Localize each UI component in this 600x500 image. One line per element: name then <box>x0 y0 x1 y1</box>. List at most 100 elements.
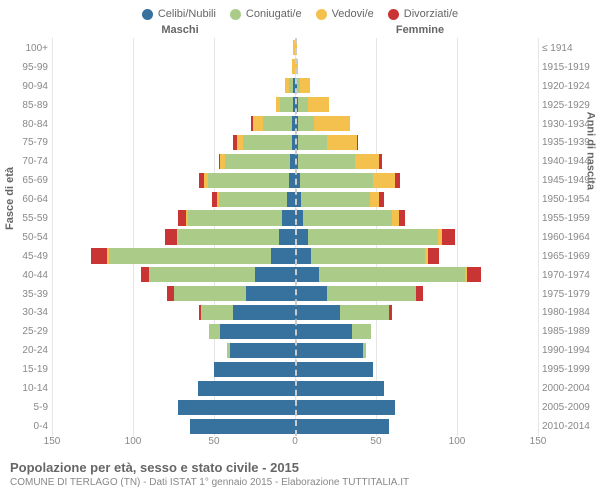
segment-c <box>298 116 314 131</box>
female-bar <box>295 97 538 112</box>
female-bar <box>295 419 538 434</box>
y-tick-age: 75-79 <box>6 134 52 153</box>
y-tick-birth: 1980-1984 <box>538 304 594 323</box>
legend-item: Vedovi/e <box>316 8 374 20</box>
male-bar <box>52 173 295 188</box>
segment-d <box>379 192 384 207</box>
y-tick-birth: ≤ 1914 <box>538 40 594 59</box>
y-tick-age: 40-44 <box>6 267 52 286</box>
male-bar <box>52 419 295 434</box>
segment-s <box>295 305 340 320</box>
grid-line <box>538 38 539 436</box>
segment-s <box>220 324 295 339</box>
segment-d <box>442 229 455 244</box>
segment-c <box>298 135 327 150</box>
y-tick-birth: 1945-1949 <box>538 172 594 191</box>
segment-c <box>188 210 282 225</box>
x-tick: 150 <box>530 436 547 447</box>
y-tick-age: 45-49 <box>6 248 52 267</box>
center-line <box>295 38 297 436</box>
female-bar <box>295 229 538 244</box>
male-bar <box>52 210 295 225</box>
y-tick-age: 20-24 <box>6 342 52 361</box>
female-bar <box>295 192 538 207</box>
segment-s <box>295 324 352 339</box>
legend-label: Vedovi/e <box>332 8 374 20</box>
legend-swatch <box>230 9 241 20</box>
male-bar <box>52 78 295 93</box>
segment-s <box>246 286 295 301</box>
y-tick-age: 100+ <box>6 40 52 59</box>
segment-d <box>467 267 482 282</box>
segment-c <box>352 324 371 339</box>
male-bar <box>52 40 295 55</box>
caption: Popolazione per età, sesso e stato civil… <box>0 454 600 488</box>
segment-c <box>298 154 355 169</box>
y-tick-age: 5-9 <box>6 399 52 418</box>
segment-c <box>311 248 424 263</box>
segment-s <box>255 267 295 282</box>
segment-c <box>340 305 389 320</box>
segment-c <box>225 154 290 169</box>
segment-w <box>253 116 263 131</box>
y-tick-birth: 1935-1939 <box>538 134 594 153</box>
male-bar <box>52 229 295 244</box>
segment-s <box>295 286 327 301</box>
male-bar <box>52 286 295 301</box>
segment-c <box>243 135 292 150</box>
chart-title: Popolazione per età, sesso e stato civil… <box>10 460 590 475</box>
segment-s <box>271 248 295 263</box>
female-bar <box>295 116 538 131</box>
segment-c <box>208 173 289 188</box>
female-bar <box>295 267 538 282</box>
female-bar <box>295 381 538 396</box>
segment-w <box>314 116 350 131</box>
male-bar <box>52 343 295 358</box>
y-tick-birth: 1990-1994 <box>538 342 594 361</box>
x-tick: 50 <box>370 436 381 447</box>
segment-s <box>233 305 295 320</box>
y-tick-age: 85-89 <box>6 97 52 116</box>
segment-c <box>209 324 220 339</box>
y-tick-birth: 1950-1954 <box>538 191 594 210</box>
x-axis: 15010050050100150 <box>0 436 600 454</box>
female-bar <box>295 210 538 225</box>
segment-c <box>280 97 293 112</box>
chart-subtitle: COMUNE DI TERLAGO (TN) - Dati ISTAT 1° g… <box>10 477 590 488</box>
y-tick-birth: 2000-2004 <box>538 380 594 399</box>
segment-c <box>201 305 233 320</box>
segment-s <box>295 248 311 263</box>
female-bar <box>295 154 538 169</box>
y-tick-birth: 1995-1999 <box>538 361 594 380</box>
segment-d <box>141 267 149 282</box>
y-tick-birth: 1930-1934 <box>538 116 594 135</box>
y-tick-age: 90-94 <box>6 78 52 97</box>
y-tick-birth: 1925-1929 <box>538 97 594 116</box>
male-bar <box>52 362 295 377</box>
segment-d <box>357 135 359 150</box>
segment-c <box>363 343 366 358</box>
segment-d <box>395 173 400 188</box>
segment-d <box>178 210 186 225</box>
female-bar <box>295 400 538 415</box>
female-bar <box>295 248 538 263</box>
segment-s <box>178 400 295 415</box>
segment-c <box>109 248 271 263</box>
y-tick-birth: 1940-1944 <box>538 153 594 172</box>
y-tick-birth: 1960-1964 <box>538 229 594 248</box>
y-tick-age: 15-19 <box>6 361 52 380</box>
male-bar <box>52 97 295 112</box>
female-bar <box>295 78 538 93</box>
y-tick-age: 50-54 <box>6 229 52 248</box>
chart-area: 100+95-9990-9485-8980-8475-7970-7465-696… <box>0 38 600 436</box>
segment-d <box>379 154 382 169</box>
segment-s <box>295 419 389 434</box>
segment-d <box>165 229 176 244</box>
y-tick-age: 55-59 <box>6 210 52 229</box>
segment-c <box>178 229 278 244</box>
female-label: Femmine <box>300 24 540 36</box>
male-bar <box>52 381 295 396</box>
y-tick-birth: 2005-2009 <box>538 399 594 418</box>
male-bar <box>52 267 295 282</box>
male-bar <box>52 305 295 320</box>
